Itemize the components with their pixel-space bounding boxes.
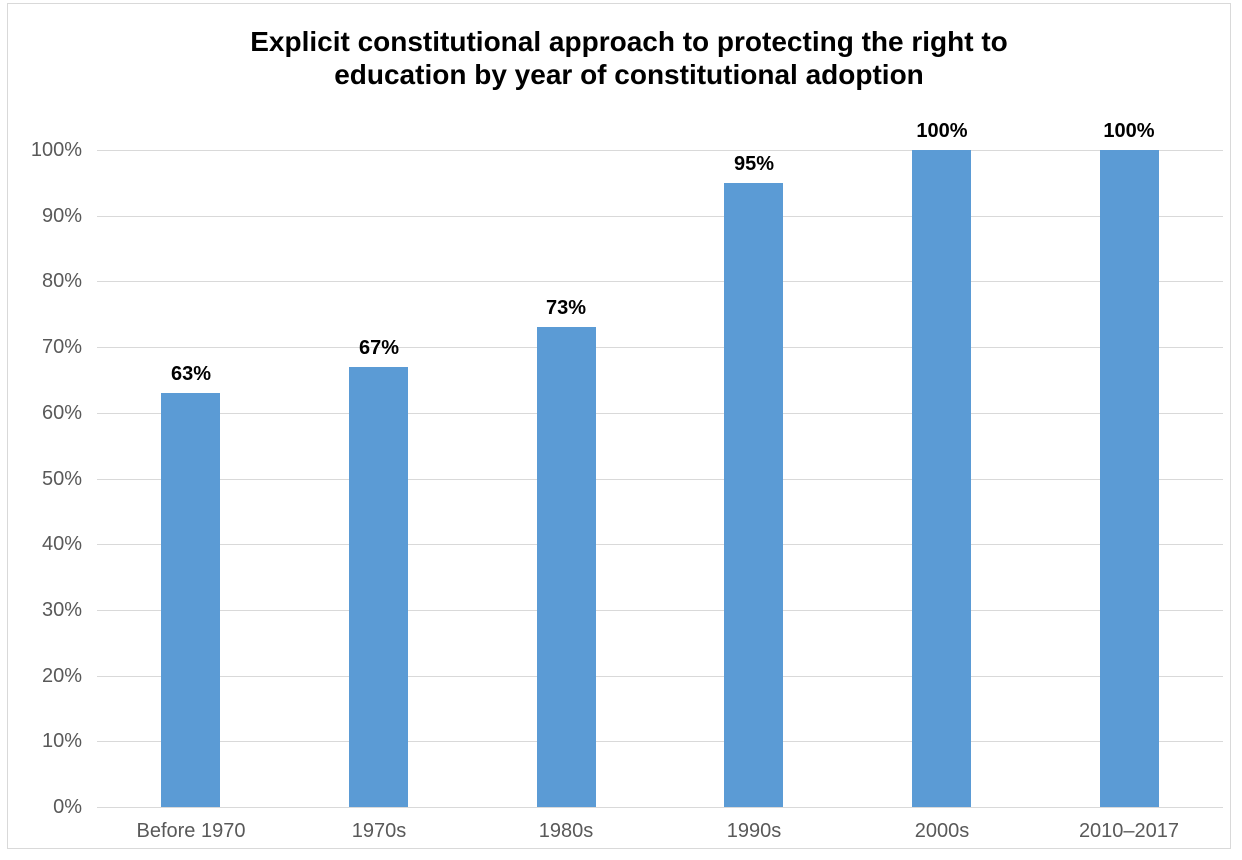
y-axis-label: 70% — [41, 336, 82, 358]
bar-1990s — [724, 183, 783, 807]
bar-1970s — [349, 367, 408, 807]
gridline — [97, 479, 1223, 480]
x-axis-label: 2000s — [914, 820, 970, 842]
gridline — [97, 281, 1223, 282]
y-axis-label: 50% — [41, 468, 82, 490]
x-axis-label: 1970s — [351, 820, 407, 842]
y-axis-label: 40% — [41, 533, 82, 555]
plot-area: 0% 10% 20% 30% 40% 50% 60% 70% 80% 90% 100% 63% Befo… — [31, 120, 1223, 842]
bar-value-label: 95% — [733, 153, 775, 175]
y-axis-label: 0% — [53, 796, 82, 818]
gridline — [97, 741, 1223, 742]
bar-before-1970 — [161, 393, 220, 807]
chart-frame: Explicit constitutional approach to prot… — [7, 3, 1231, 849]
gridline — [97, 413, 1223, 414]
y-axis-label: 30% — [41, 599, 82, 621]
bar-2000s — [912, 150, 971, 807]
bar-2010-2017 — [1100, 150, 1159, 807]
bar-value-label: 100% — [1103, 120, 1155, 142]
y-axis-label: 90% — [41, 205, 82, 227]
chart-title-line2: education by year of constitutional adop… — [334, 59, 924, 90]
y-axis-label: 20% — [41, 665, 82, 687]
chart-title-line1: Explicit constitutional approach to prot… — [250, 26, 1008, 57]
bar-value-label: 73% — [545, 297, 587, 319]
bar-value-label: 67% — [358, 337, 400, 359]
gridline — [97, 347, 1223, 348]
y-axis-label: 60% — [41, 402, 82, 424]
y-axis-label: 100% — [30, 139, 82, 161]
gridline — [97, 544, 1223, 545]
x-axis-label: 2010–2017 — [1078, 820, 1180, 842]
gridline — [97, 676, 1223, 677]
y-axis-label: 80% — [41, 270, 82, 292]
gridline — [97, 610, 1223, 611]
x-axis-label: Before 1970 — [136, 820, 246, 842]
chart-title: Explicit constitutional approach to prot… — [8, 25, 1242, 91]
gridline — [97, 216, 1223, 217]
bar-value-label: 63% — [170, 363, 212, 385]
gridline — [97, 150, 1223, 151]
x-axis-line — [97, 807, 1223, 808]
x-axis-label: 1990s — [726, 820, 782, 842]
bar-value-label: 100% — [916, 120, 968, 142]
y-axis-label: 10% — [41, 730, 82, 752]
x-axis-label: 1980s — [538, 820, 594, 842]
bar-1980s — [537, 327, 596, 807]
